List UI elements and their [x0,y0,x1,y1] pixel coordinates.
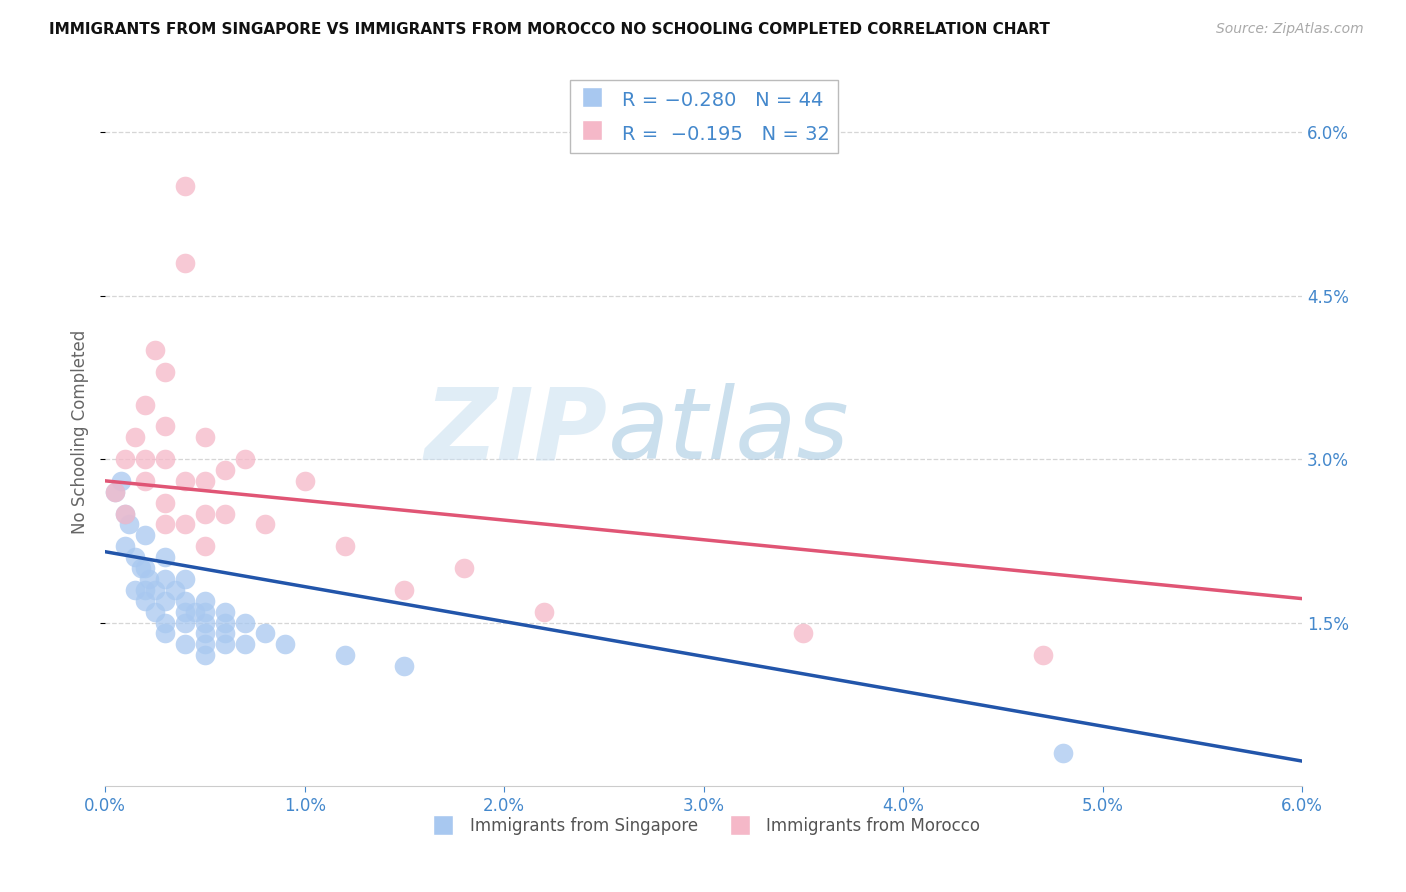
Point [153,594,176,608]
Point [153,572,176,586]
Point [194,626,217,640]
Point [274,637,297,651]
Point [533,605,555,619]
Point [194,615,217,630]
Point [174,474,197,488]
Point [214,463,236,477]
Point [110,474,132,488]
Point [134,582,156,597]
Point [333,539,356,553]
Point [153,626,176,640]
Point [333,648,356,663]
Point [233,452,256,467]
Point [174,605,197,619]
Y-axis label: No Schooling Completed: No Schooling Completed [72,330,89,534]
Point [143,582,166,597]
Point [174,517,197,532]
Point [394,582,416,597]
Point [214,615,236,630]
Point [153,452,176,467]
Point [129,561,152,575]
Legend: R = −0.280   N = 44, R =  −0.195   N = 32: R = −0.280 N = 44, R = −0.195 N = 32 [569,80,838,153]
Point [138,572,160,586]
Point [792,626,814,640]
Point [194,474,217,488]
Point [143,343,166,357]
Point [174,256,197,270]
Point [134,561,156,575]
Point [114,452,136,467]
Point [153,615,176,630]
Point [134,452,156,467]
Point [194,539,217,553]
Text: ZIP: ZIP [425,384,607,480]
Point [194,605,217,619]
Point [153,550,176,565]
Point [214,605,236,619]
Text: IMMIGRANTS FROM SINGAPORE VS IMMIGRANTS FROM MOROCCO NO SCHOOLING COMPLETED CORR: IMMIGRANTS FROM SINGAPORE VS IMMIGRANTS … [49,22,1050,37]
Point [394,659,416,673]
Point [194,594,217,608]
Point [124,582,146,597]
Point [153,365,176,379]
Point [1032,648,1054,663]
Point [153,496,176,510]
Point [134,474,156,488]
Point [233,637,256,651]
Point [114,539,136,553]
Point [453,561,475,575]
Text: atlas: atlas [607,384,849,480]
Point [194,648,217,663]
Point [174,594,197,608]
Point [174,637,197,651]
Point [134,398,156,412]
Point [233,615,256,630]
Point [214,637,236,651]
Point [153,517,176,532]
Point [214,507,236,521]
Point [174,572,197,586]
Point [194,637,217,651]
Point [174,615,197,630]
Point [253,517,276,532]
Point [104,484,127,499]
Point [194,507,217,521]
Point [118,517,141,532]
Point [194,430,217,444]
Point [163,582,186,597]
Point [114,507,136,521]
Point [214,626,236,640]
Point [294,474,316,488]
Point [184,605,207,619]
Point [1052,747,1074,761]
Point [253,626,276,640]
Text: Source: ZipAtlas.com: Source: ZipAtlas.com [1216,22,1364,37]
Point [124,550,146,565]
Point [153,419,176,434]
Point [134,594,156,608]
Point [104,484,127,499]
Point [134,528,156,542]
Point [124,430,146,444]
Point [114,507,136,521]
Point [174,179,197,194]
Point [143,605,166,619]
